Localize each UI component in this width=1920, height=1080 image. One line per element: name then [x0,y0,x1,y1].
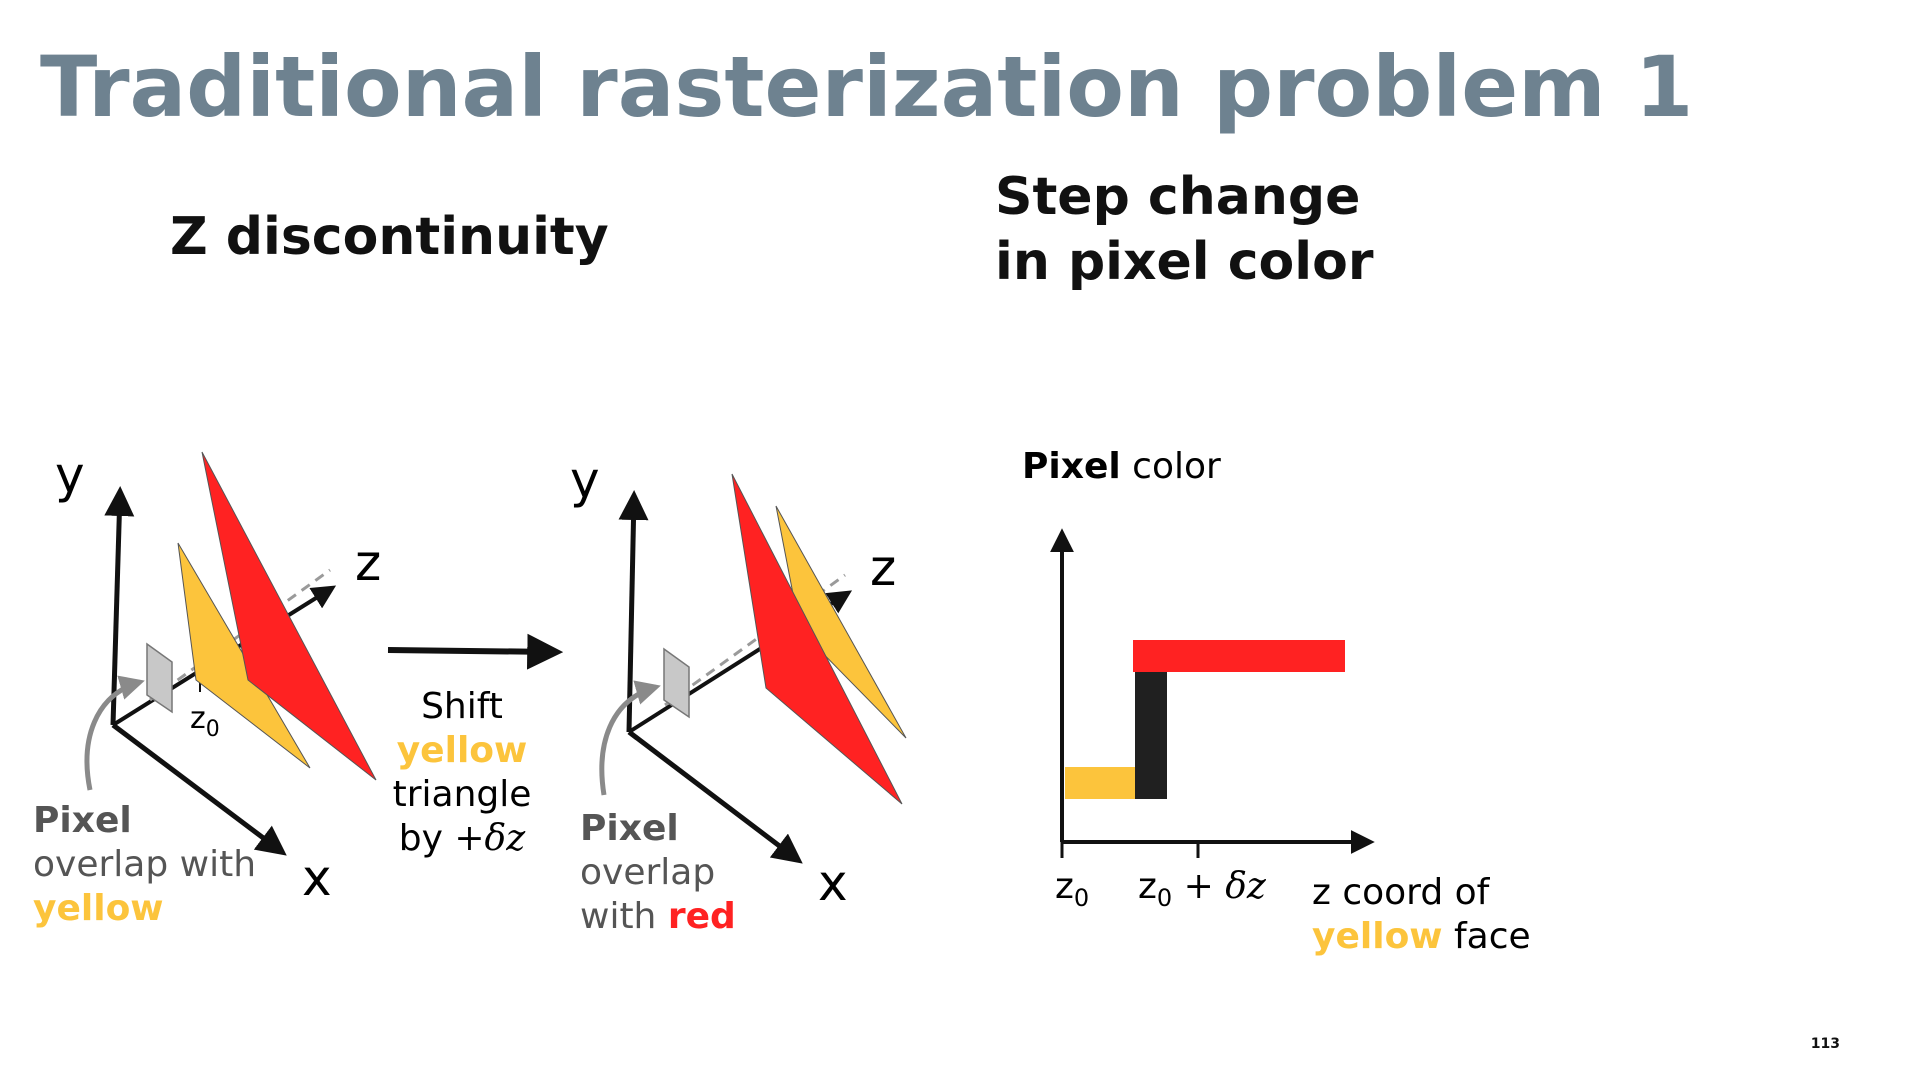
step-chart-tick1-main: z [1055,866,1074,907]
shift-label-math: +δz [454,818,526,859]
left-caption-line2: overlap with [33,844,256,885]
step-chart-yellow-segment [1065,767,1137,799]
shift-arrow [387,633,564,670]
left-red-triangle [201,451,377,781]
step-chart: Pixel color z0 z0 + δz z coord of yellow… [1022,446,1531,957]
middle-z-label: z [870,539,896,597]
shift-label-line3: triangle [393,774,532,815]
middle-caption-red: red [668,896,736,937]
step-chart-tick1-label: z0 [1055,866,1089,912]
left-z0-label: z0 [190,701,220,742]
middle-caption-line3: with red [580,896,736,937]
middle-3d-diagram: y z x Pixel overlap with red [570,451,907,937]
step-change-heading-line2: in pixel color [995,232,1374,292]
left-3d-diagram: y z x z0 Pixel overlap with yellow [33,446,381,929]
middle-y-label: y [570,451,600,509]
left-x-label: x [302,849,332,907]
step-change-heading-line1: Step change [995,167,1361,227]
step-chart-xlabel-line2: yellow face [1312,916,1531,957]
shift-label-by: by [399,818,455,859]
shift-arrow-group: Shift yellow triangle by +δz [387,633,564,859]
slide-number: 113 [1810,1036,1840,1052]
step-chart-ylabel-bold: Pixel [1022,446,1121,487]
step-chart-red-segment [1133,640,1345,672]
middle-caption-line2: overlap [580,852,715,893]
middle-curved-arrow [599,680,661,796]
middle-x-label: x [818,854,848,912]
step-chart-tick2-rest: + δz [1172,866,1267,907]
step-chart-xlabel-face: face [1443,916,1531,957]
middle-caption-line1: Pixel [580,808,679,849]
step-change-heading: Step change in pixel color [995,165,1373,295]
left-z0-sub: 0 [206,717,220,742]
left-caption-line3: yellow [33,888,164,929]
step-chart-tick1-sub: 0 [1074,884,1089,912]
slide-title: Traditional rasterization problem 1 [40,38,1694,136]
left-y-label: y [55,446,85,504]
middle-red-triangle [731,473,903,805]
step-chart-ylabel: Pixel color [1022,446,1221,487]
step-chart-tick2-sub: 0 [1157,884,1172,912]
shift-label-line1: Shift [421,686,503,727]
shift-label-line4: by +δz [399,818,526,859]
shift-label-line2: yellow [397,730,528,771]
step-chart-xlabel-line1: z coord of [1312,872,1491,913]
middle-z-axis-dashed [664,573,846,707]
middle-caption-with: with [580,896,668,937]
left-caption-line1: Pixel [33,800,132,841]
left-y-axis [104,486,135,726]
step-chart-tick2-label: z0 + δz [1138,866,1267,912]
step-chart-tick2-main: z [1138,866,1157,907]
step-chart-ylabel-rest: color [1121,446,1221,487]
middle-yellow-triangle [775,505,907,739]
step-chart-xlabel-yellow: yellow [1312,916,1443,957]
middle-x-axis [627,730,803,864]
z-discontinuity-heading: Z discontinuity [170,207,609,267]
left-pixel-square [146,642,173,714]
left-curved-arrow [84,675,145,791]
left-x-axis [111,723,287,856]
step-chart-black-riser [1135,668,1167,799]
left-z0-main: z [190,701,206,736]
middle-pixel-square [663,647,690,719]
middle-y-axis [618,490,649,733]
left-z-label: z [355,534,381,592]
